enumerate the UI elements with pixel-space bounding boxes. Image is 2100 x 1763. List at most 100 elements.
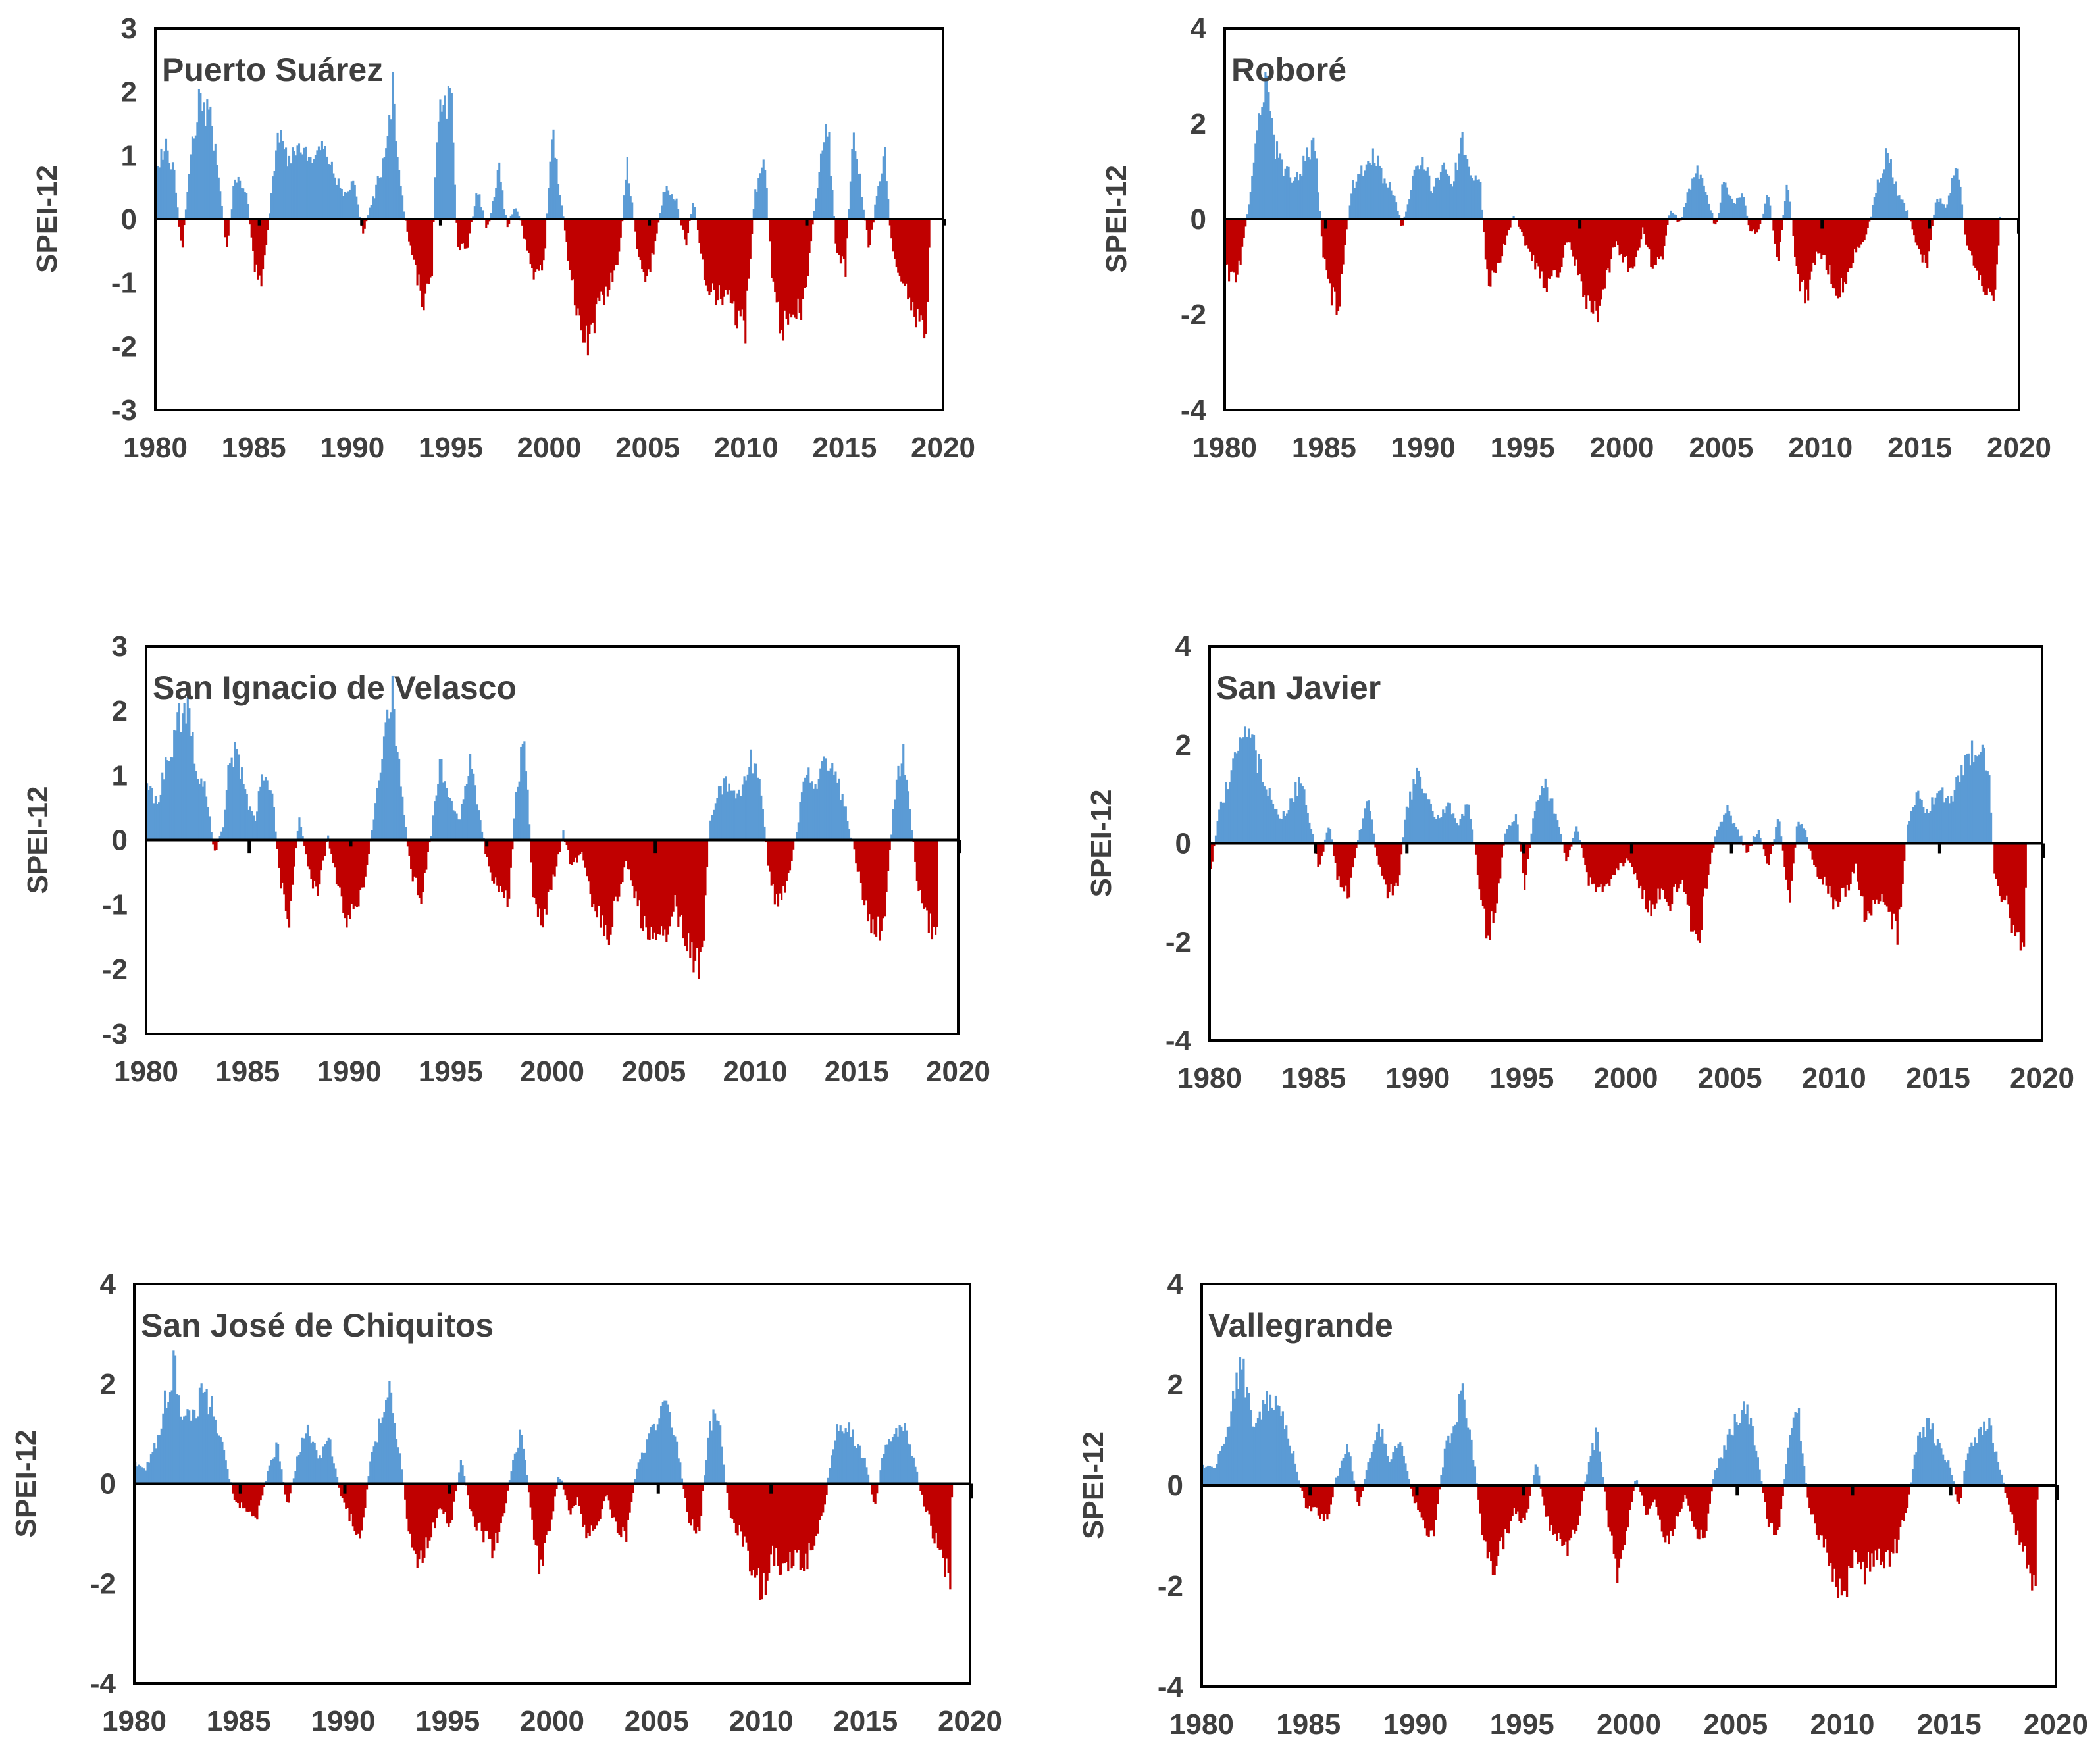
panel-2-bar	[1850, 219, 1853, 268]
panel-3-bar	[335, 840, 338, 885]
panel-5-bar	[146, 1462, 149, 1484]
panel-5-bar	[461, 1465, 464, 1484]
panel-2-bar	[1613, 219, 1616, 247]
panel-5-bar	[911, 1456, 913, 1484]
panel-4-bar	[1756, 834, 1758, 844]
panel-1-bar	[757, 178, 760, 219]
panel-6-bar	[1460, 1390, 1462, 1485]
panel-1-bar	[309, 157, 312, 219]
panel-3-bar	[745, 780, 748, 840]
panel-4-bar	[1303, 789, 1306, 844]
panel-4-bar	[1211, 843, 1214, 862]
panel-4-bar	[1945, 798, 1947, 844]
panel-4-bar	[1681, 843, 1684, 880]
panel-6-bar	[1938, 1443, 1941, 1485]
panel-5-bar	[353, 1483, 356, 1532]
panel-5-bar	[496, 1483, 499, 1543]
panel-3-bar	[565, 840, 568, 846]
panel-5-bar	[486, 1483, 488, 1532]
panel-6-bar	[1979, 1427, 1982, 1485]
panel-6-bar	[1306, 1485, 1309, 1509]
panel-4-bar	[1440, 817, 1443, 844]
panel-5-bar	[186, 1409, 189, 1484]
panel-3-y-tick-label: -2	[102, 954, 128, 986]
panel-5-bar	[160, 1428, 163, 1484]
panel-4-bar	[2024, 843, 2027, 888]
panel-2-bar	[1612, 219, 1614, 248]
panel-5-bar	[531, 1483, 534, 1520]
panel-4-bar	[1265, 789, 1268, 844]
panel-2-bar	[1441, 165, 1444, 219]
panel-6-bar	[1801, 1453, 1804, 1485]
panel-4-bar	[1860, 843, 1862, 896]
panel-5-bar	[705, 1460, 708, 1484]
panel-4-bar	[1915, 792, 1918, 844]
panel-3-bar	[669, 840, 671, 927]
panel-2-bar	[1880, 178, 1882, 219]
panel-2-bar	[1772, 219, 1775, 231]
panel-3-bar	[310, 840, 313, 879]
panel-1-bar	[516, 211, 519, 219]
panel-5-bar	[853, 1446, 856, 1484]
panel-3-bar	[394, 746, 397, 840]
panel-5-bar	[224, 1460, 227, 1484]
panel-3-bar	[391, 675, 394, 840]
panel-3-bar	[660, 840, 663, 927]
panel-3-bar	[858, 840, 861, 872]
panel-2-bar	[1873, 197, 1876, 219]
panel-5-bar	[526, 1475, 528, 1484]
panel-5-bar	[580, 1483, 582, 1514]
panel-1-bar	[409, 219, 412, 246]
panel-2-bar	[1512, 215, 1515, 219]
panel-4-bar	[1450, 814, 1453, 844]
panel-6-bar	[1491, 1485, 1495, 1575]
panel-1-bar	[216, 165, 218, 219]
panel-3-bar	[601, 840, 603, 916]
panel-3-bar	[933, 840, 935, 927]
panel-1-bar	[529, 219, 532, 265]
panel-6-bar	[1853, 1485, 1856, 1550]
panel-2-bar	[1845, 219, 1848, 284]
panel-2-bar	[1438, 180, 1441, 219]
panel-3-y-tick-label: 3	[112, 630, 128, 663]
panel-3-bar	[363, 840, 365, 888]
panel-2-bar	[1580, 219, 1583, 282]
panel-4-bar	[1395, 843, 1398, 883]
panel-4-bar	[1699, 843, 1701, 943]
panel-5-bar	[820, 1483, 823, 1516]
panel-4-bar	[1710, 843, 1713, 853]
panel-6-bar	[1376, 1432, 1379, 1485]
panel-4-bar	[1537, 800, 1540, 844]
panel-2-bar	[1400, 219, 1402, 226]
panel-5-bar	[426, 1483, 429, 1549]
panel-5-bar	[759, 1483, 762, 1600]
panel-1-bar	[861, 197, 863, 219]
panel-5-bar	[179, 1416, 182, 1484]
panel-5-bar	[547, 1483, 550, 1532]
panel-5-x-tick-label: 1980	[102, 1705, 166, 1737]
panel-1-bar	[493, 197, 496, 219]
panel-1-bar	[183, 219, 186, 226]
panel-2-bar	[1876, 179, 1879, 219]
panel-2-bar	[1574, 219, 1576, 266]
panel-3-bar	[293, 840, 295, 867]
panel-3-bar	[696, 840, 698, 948]
panel-2-bar	[1656, 219, 1659, 257]
panel-1-bar	[307, 157, 311, 219]
panel-1-black-bar	[805, 219, 809, 226]
panel-2-bar	[1637, 219, 1639, 251]
panel-6-bar	[1532, 1475, 1535, 1485]
panel-6-bar	[1792, 1417, 1795, 1485]
panel-6-bar	[1538, 1475, 1541, 1485]
panel-5-bar	[891, 1437, 894, 1484]
panel-3-bar	[520, 746, 523, 840]
panel-6-bar	[1806, 1485, 1809, 1498]
panel-1-bar	[476, 195, 479, 219]
panel-2-bar	[1787, 190, 1790, 219]
panel-4-bar	[1522, 843, 1524, 874]
panel-5-bar	[263, 1483, 266, 1487]
panel-3-bar	[398, 758, 401, 840]
panel-4-bar	[1932, 804, 1935, 844]
panel-5-bar	[190, 1420, 192, 1484]
panel-4-bar	[2010, 843, 2013, 933]
